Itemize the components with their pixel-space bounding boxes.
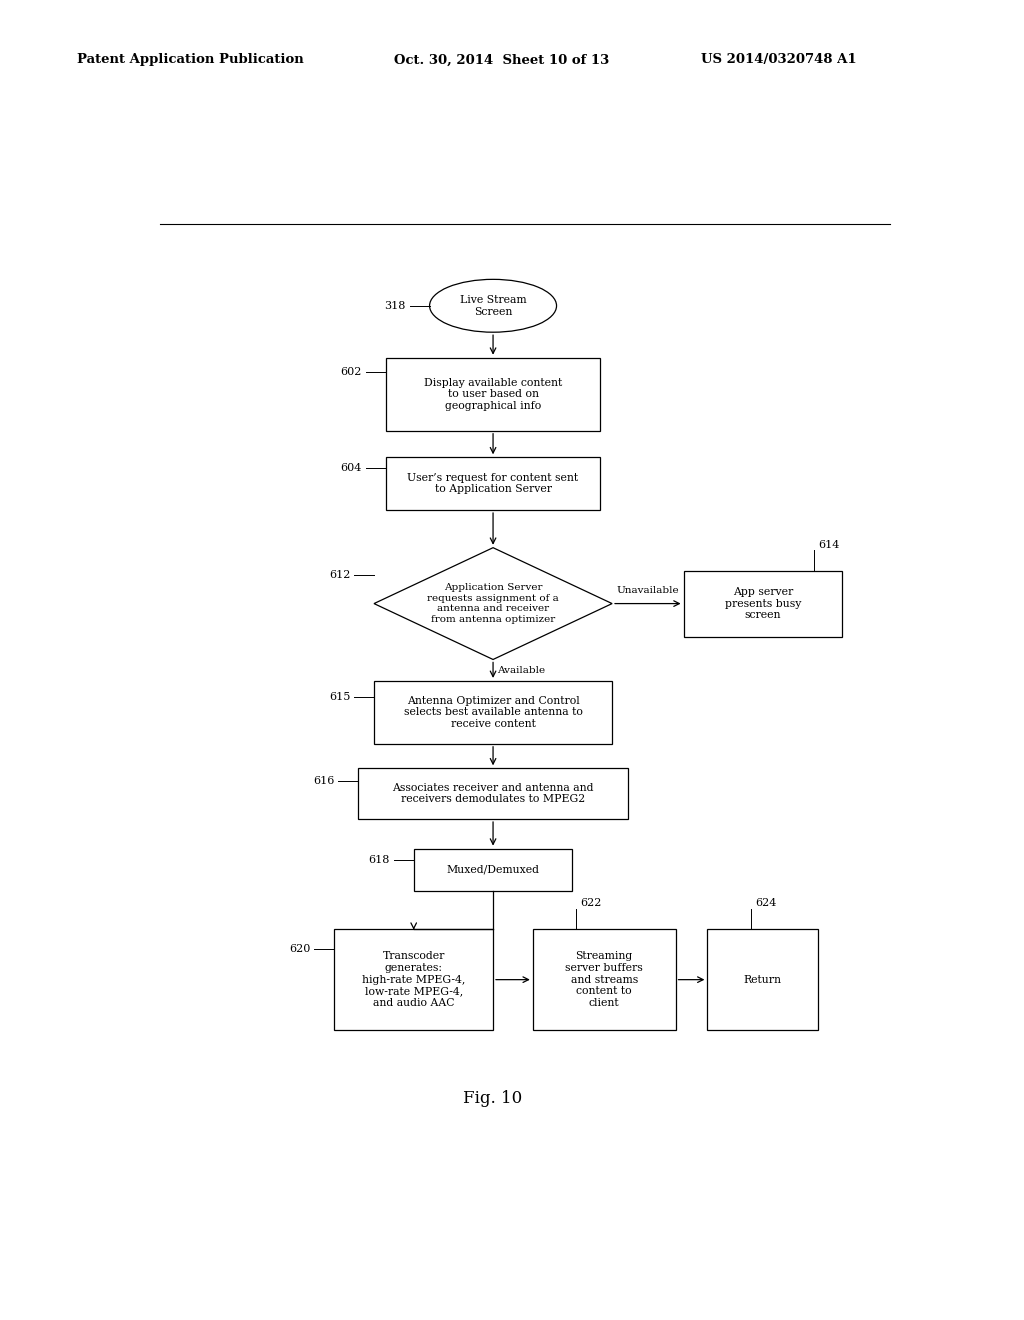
Bar: [708, 929, 818, 1031]
Text: 620: 620: [289, 944, 310, 954]
Bar: [358, 768, 628, 818]
Bar: [386, 457, 600, 510]
Text: Display available content
to user based on
geographical info: Display available content to user based …: [424, 378, 562, 411]
Text: App server
presents busy
screen: App server presents busy screen: [725, 587, 801, 620]
Text: User’s request for content sent
to Application Server: User’s request for content sent to Appli…: [408, 473, 579, 495]
Text: Unavailable: Unavailable: [616, 586, 679, 595]
Text: Live Stream
Screen: Live Stream Screen: [460, 294, 526, 317]
Text: Muxed/Demuxed: Muxed/Demuxed: [446, 865, 540, 875]
Text: Associates receiver and antenna and
receivers demodulates to MPEG2: Associates receiver and antenna and rece…: [392, 783, 594, 804]
Text: 614: 614: [818, 540, 840, 550]
Bar: [684, 570, 843, 636]
Text: 602: 602: [341, 367, 362, 376]
Bar: [374, 681, 612, 744]
Text: Transcoder
generates:
high-rate MPEG-4,
low-rate MPEG-4,
and audio AAC: Transcoder generates: high-rate MPEG-4, …: [362, 952, 465, 1008]
Text: Application Server
requests assignment of a
antenna and receiver
from antenna op: Application Server requests assignment o…: [427, 583, 559, 623]
Bar: [334, 929, 494, 1031]
Text: Fig. 10: Fig. 10: [464, 1090, 522, 1107]
Polygon shape: [374, 548, 612, 660]
Text: 622: 622: [581, 899, 602, 908]
Text: 604: 604: [341, 463, 362, 474]
Ellipse shape: [430, 280, 557, 333]
Text: Patent Application Publication: Patent Application Publication: [77, 53, 303, 66]
Bar: [414, 849, 572, 891]
Text: Available: Available: [497, 665, 545, 675]
Text: 624: 624: [755, 899, 776, 908]
Text: 612: 612: [329, 570, 350, 579]
Text: 616: 616: [313, 776, 334, 787]
Text: Oct. 30, 2014  Sheet 10 of 13: Oct. 30, 2014 Sheet 10 of 13: [394, 53, 609, 66]
Text: Return: Return: [743, 974, 782, 985]
Text: Antenna Optimizer and Control
selects best available antenna to
receive content: Antenna Optimizer and Control selects be…: [403, 696, 583, 729]
Text: Streaming
server buffers
and streams
content to
client: Streaming server buffers and streams con…: [565, 952, 643, 1008]
Text: 618: 618: [369, 855, 390, 865]
Text: 318: 318: [384, 301, 406, 310]
Bar: [532, 929, 676, 1031]
Bar: [386, 358, 600, 430]
Text: 615: 615: [329, 692, 350, 702]
Text: US 2014/0320748 A1: US 2014/0320748 A1: [701, 53, 857, 66]
